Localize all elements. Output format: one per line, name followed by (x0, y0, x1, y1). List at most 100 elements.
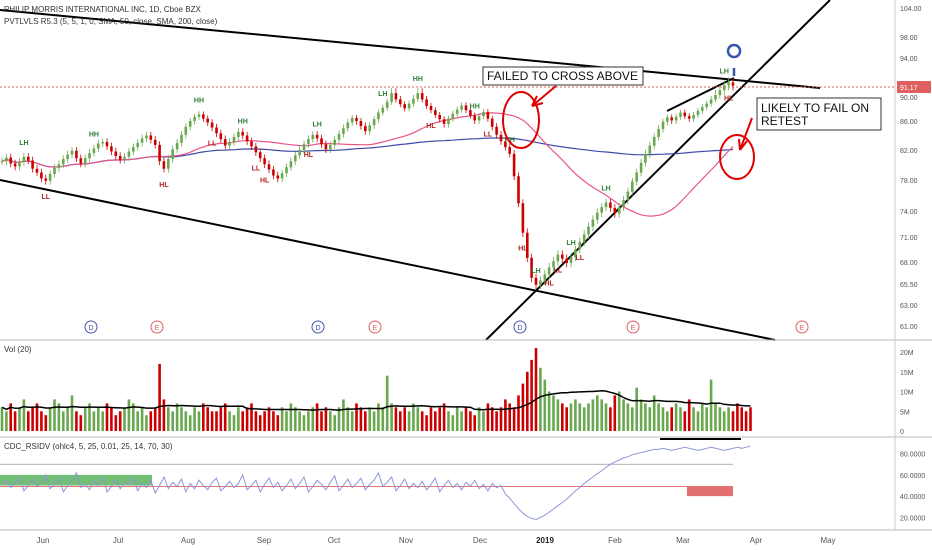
volume-tick-label: 0 (900, 429, 904, 436)
volume-bar (140, 407, 144, 431)
pivot-label: HL (724, 95, 734, 102)
pivot-label: LH (378, 91, 387, 98)
candle (167, 159, 170, 169)
candle (132, 147, 135, 152)
volume-bar (683, 411, 687, 432)
volume-bar (250, 403, 253, 431)
candle (140, 138, 144, 143)
volume-bar (206, 407, 209, 431)
candle (451, 113, 455, 119)
volume-bar (604, 403, 608, 431)
annotation-circle (502, 91, 540, 149)
volume-tick-label: 15M (900, 370, 914, 377)
volume-tick-label: 10M (900, 390, 914, 397)
candle (342, 128, 345, 135)
volume-bar (578, 403, 582, 431)
volume-bar (0, 407, 4, 431)
time-axis: Jun Jul Aug Sep Oct Nov Dec 2019 Feb Mar Apr May (37, 536, 836, 545)
volume-bar (359, 407, 363, 431)
volume-bar (556, 399, 560, 431)
volume-bar (237, 407, 240, 431)
volume-bar (66, 407, 69, 431)
pivot-label: HL (426, 123, 436, 130)
volume-bar (110, 407, 113, 431)
candle (123, 156, 126, 160)
candle (687, 116, 691, 119)
pivot-label: LL (41, 194, 50, 201)
volume-bar (490, 407, 494, 431)
time-tick-label: Mar (676, 536, 690, 545)
price-tick-label: 86.00 (900, 119, 918, 126)
candle (219, 133, 223, 140)
volume-bar (263, 411, 266, 432)
candle (44, 178, 48, 181)
price-tick-label: 94.00 (900, 56, 918, 63)
candle (652, 137, 656, 146)
volume-bar (294, 407, 297, 431)
volume-bar (145, 415, 148, 431)
volume-bar (13, 411, 17, 432)
volume-bar (749, 407, 752, 431)
candle (639, 162, 643, 173)
volume-bar (62, 411, 65, 432)
candle (381, 107, 385, 113)
candle (75, 150, 78, 159)
volume-bar (561, 403, 564, 431)
volume-bar (315, 403, 319, 431)
time-tick-label: Aug (181, 536, 195, 545)
price-tick-label: 68.00 (900, 260, 918, 267)
volume-bar (75, 411, 78, 432)
time-tick-label: May (820, 536, 835, 545)
volume-bar (188, 415, 192, 431)
volume-bar (337, 407, 341, 431)
event-marker-label: E (155, 325, 160, 332)
volume-bar (88, 403, 91, 431)
volume-bar (407, 411, 411, 432)
volume-tick-label: 20M (900, 350, 914, 357)
pivot-label: LL (252, 165, 261, 172)
time-tick-label: Jun (37, 536, 50, 545)
volume-bar (447, 411, 450, 432)
candle (473, 115, 476, 121)
volume-bar (617, 391, 621, 431)
volume-bar (687, 399, 691, 431)
volume-bar (727, 407, 730, 431)
volume-bar (57, 403, 61, 431)
event-marker (368, 320, 382, 334)
volume-bar (105, 403, 109, 431)
annotation-arrow (738, 117, 753, 151)
rsi-tick-label: 20.0000 (900, 515, 925, 522)
volume-bar (162, 399, 166, 431)
volume-bar (582, 407, 586, 431)
candle (722, 85, 726, 91)
volume-bar (215, 411, 218, 432)
candle (696, 110, 700, 115)
event-marker (84, 320, 98, 334)
candle (714, 95, 717, 100)
candle (280, 173, 284, 179)
volume-bar (657, 403, 660, 431)
pivot-label: HH (89, 132, 99, 139)
candle (622, 200, 625, 208)
candle (346, 122, 350, 129)
rsi-pane: 80.0000 60.0000 40.0000 20.0000 (0, 438, 925, 522)
candle (631, 181, 634, 192)
volume-ma-line (1, 389, 751, 411)
time-tick-label: Oct (328, 536, 341, 545)
volume-bar (22, 399, 26, 431)
candle (495, 126, 498, 135)
candle (674, 116, 678, 121)
volume-bar (355, 403, 358, 431)
volume-bar (652, 395, 656, 431)
candle (372, 119, 376, 126)
candle (434, 110, 437, 115)
candle (149, 135, 153, 140)
volume-bar (320, 411, 323, 432)
candle (276, 175, 280, 179)
candle (666, 117, 669, 122)
volume-bar (31, 407, 34, 431)
candle (285, 167, 288, 174)
volume-bar (569, 403, 573, 431)
candle (136, 142, 139, 148)
price-tick-label: 71.00 (900, 235, 918, 242)
